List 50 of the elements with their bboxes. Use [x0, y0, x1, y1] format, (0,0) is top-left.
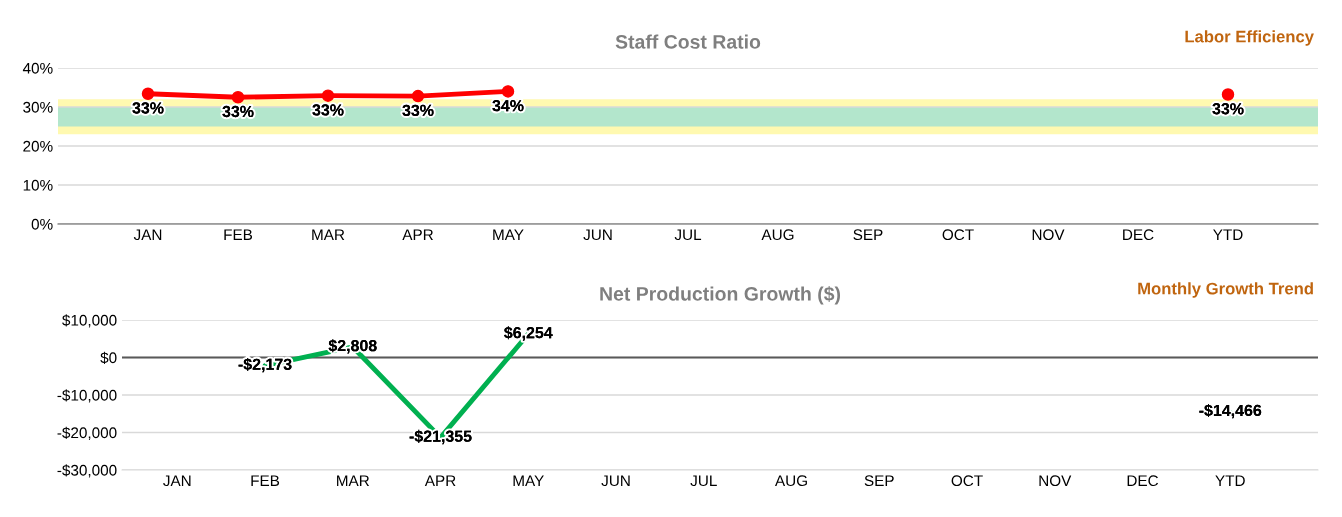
x-tick-label: AUG	[761, 229, 794, 241]
x-tick-label: MAR	[312, 229, 345, 240]
y-tick-label: 30%	[23, 101, 53, 113]
x-tick-label: YTD	[1215, 475, 1245, 486]
x-tick-label: APR	[424, 475, 456, 486]
x-tick-label: YTD	[1213, 229, 1243, 240]
y-tick-label: 40%	[22, 62, 53, 74]
x-tick-label: JUN	[583, 229, 612, 241]
x-tick-label: DEC	[1123, 229, 1154, 241]
chart-title: Staff Cost Ratio	[615, 34, 761, 49]
x-tick-label: OCT	[951, 475, 983, 487]
data-label: -$14,466	[1199, 404, 1262, 419]
data-label: -$2,173	[238, 357, 292, 373]
data-label: $6,254	[504, 326, 553, 341]
x-tick-label: JUL	[690, 475, 717, 487]
data-label: -$21,355	[409, 429, 472, 445]
data-label: 34%	[492, 99, 524, 112]
x-tick-label: MAY	[493, 229, 524, 240]
x-tick-label: SEP	[864, 475, 894, 487]
y-tick-label: -$20,000	[57, 426, 117, 440]
x-tick-label: APR	[402, 229, 433, 240]
x-tick-label: SEP	[853, 229, 883, 241]
data-label: 33%	[312, 104, 344, 116]
y-tick-label: $0	[100, 351, 117, 365]
x-tick-label: MAR	[337, 475, 370, 486]
y-tick-label: -$30,000	[57, 464, 117, 478]
x-tick-label: NOV	[1039, 475, 1072, 487]
data-label: 33%	[1212, 103, 1244, 115]
x-tick-label: JUL	[674, 229, 702, 241]
y-tick-label: 20%	[23, 140, 53, 152]
chart-subtitle: Monthly Growth Trend	[1138, 282, 1313, 298]
y-tick-label: 0%	[31, 218, 53, 230]
chart-subtitle: Labor Efficiency	[1185, 30, 1314, 46]
y-tick-label: 10%	[23, 179, 53, 191]
data-label: 33%	[132, 102, 164, 114]
y-tick-label: $10,000	[62, 314, 117, 328]
x-tick-label: FEB	[224, 229, 253, 240]
x-tick-label: OCT	[942, 229, 974, 241]
data-label: 33%	[402, 104, 434, 116]
data-label: 33%	[222, 105, 254, 118]
x-tick-label: JUN	[601, 475, 630, 487]
x-tick-label: AUG	[774, 475, 807, 487]
x-tick-label: JAN	[163, 475, 191, 487]
chart-title: Net Production Growth ($)	[600, 286, 841, 305]
x-tick-label: JAN	[133, 229, 162, 241]
x-tick-label: NOV	[1032, 229, 1065, 241]
x-tick-label: DEC	[1127, 475, 1159, 487]
y-tick-label: -$10,000	[57, 389, 117, 403]
x-tick-label: FEB	[251, 475, 280, 486]
x-tick-label: MAY	[513, 475, 544, 486]
